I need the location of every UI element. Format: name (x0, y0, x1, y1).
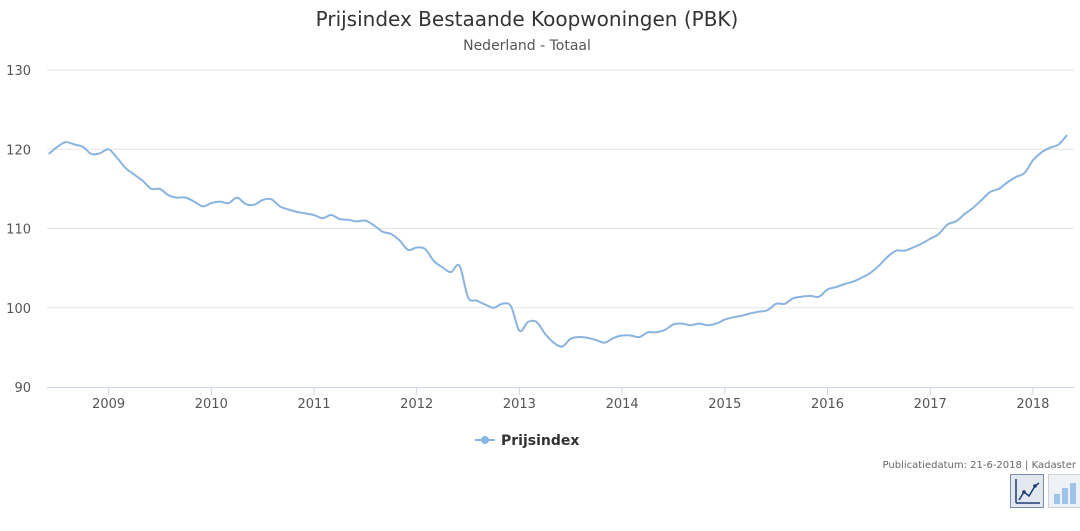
y-tick-label: 110 (6, 223, 31, 238)
x-tick-label: 2016 (811, 397, 844, 412)
x-tick-label: 2011 (297, 397, 330, 412)
x-tick-label: 2017 (914, 397, 947, 412)
x-tick-label: 2012 (400, 397, 433, 412)
x-tick-label: 2010 (195, 397, 228, 412)
y-tick-label: 120 (6, 143, 31, 158)
legend[interactable]: Prijsindex (475, 433, 579, 449)
legend-label-prijsindex[interactable]: Prijsindex (501, 433, 579, 449)
bar-chart-button[interactable] (1048, 474, 1080, 508)
x-tick-label: 2009 (92, 397, 125, 412)
x-tick-label: 2014 (606, 397, 639, 412)
x-tick-label: 2018 (1016, 397, 1049, 412)
chart-title: Prijsindex Bestaande Koopwoningen (PBK) (316, 7, 739, 31)
credits-text[interactable]: Publicatiedatum: 21-6-2018 | Kadaster (883, 460, 1077, 471)
x-axis: 2009 2010 2011 2012 2013 2014 2015 2016 2017 2018 (47, 387, 1074, 412)
y-axis: 90 100 110 120 130 (6, 64, 31, 396)
grid (47, 69, 1074, 309)
line-chart-icon (1015, 479, 1040, 504)
y-tick-label: 90 (14, 381, 31, 396)
x-tick-label: 2015 (708, 397, 741, 412)
y-tick-label: 130 (6, 64, 31, 79)
series-line-prijsindex[interactable] (48, 134, 1068, 348)
line-chart-button[interactable] (1010, 474, 1044, 508)
chart-subtitle: Nederland - Totaal (463, 38, 591, 54)
y-tick-label: 100 (6, 302, 31, 317)
x-tick-label: 2013 (503, 397, 536, 412)
legend-marker (481, 436, 489, 444)
plot-area (48, 134, 1068, 348)
bar-chart-icon (1054, 483, 1076, 504)
